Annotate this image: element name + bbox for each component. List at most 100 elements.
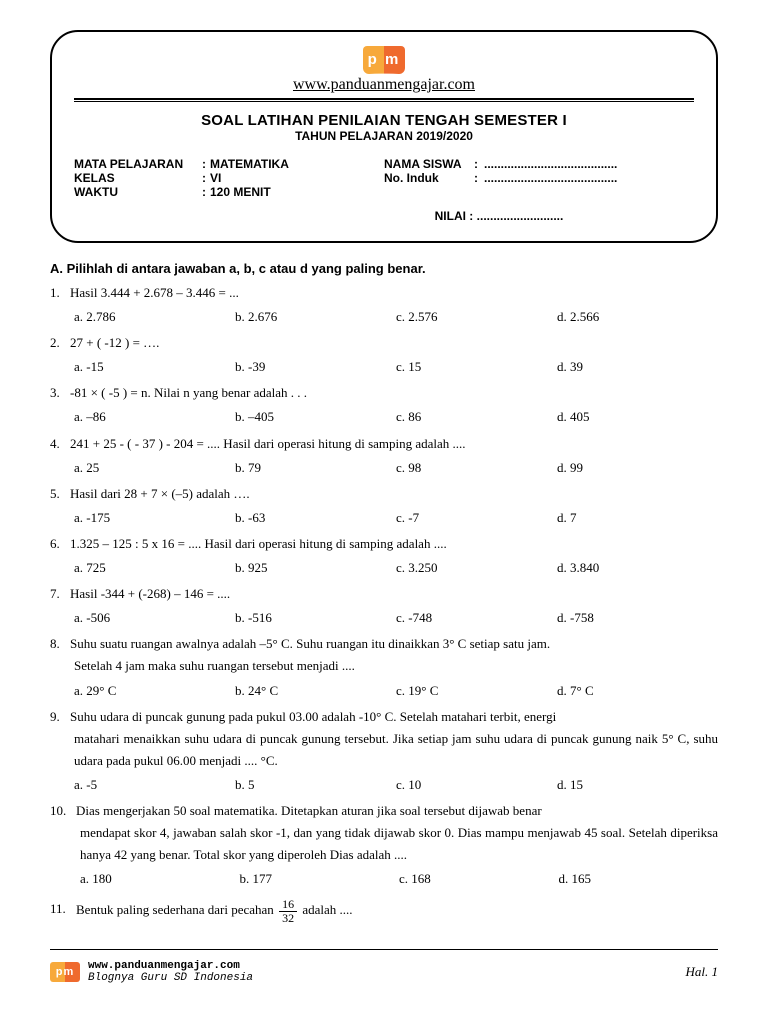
- opt-a: a. 25: [74, 457, 235, 479]
- opt-a: a. -506: [74, 607, 235, 629]
- qbody: matahari menaikkan suhu udara di puncak …: [50, 728, 718, 772]
- fraction: 1632: [279, 898, 297, 924]
- question-11: 11.Bentuk paling sederhana dari pecahan …: [50, 898, 718, 924]
- qtext-post: adalah ....: [299, 902, 352, 917]
- qtext: Bentuk paling sederhana dari pecahan 163…: [76, 902, 352, 917]
- question-7: 7.Hasil -344 + (-268) – 146 = .... a. -5…: [50, 583, 718, 629]
- label-no-induk: No. Induk: [384, 171, 474, 185]
- opt-b: b. -516: [235, 607, 396, 629]
- divider-thick: [74, 98, 694, 100]
- opt-a: a. -15: [74, 356, 235, 378]
- opt-b: b. 79: [235, 457, 396, 479]
- options: a. 25 b. 79 c. 98 d. 99: [50, 457, 718, 479]
- value-kelas: VI: [210, 171, 221, 185]
- qnum: 9.: [50, 706, 70, 728]
- opt-c: c. 98: [396, 457, 557, 479]
- opt-c: c. 10: [396, 774, 557, 796]
- qtext: Dias mengerjakan 50 soal matematika. Dit…: [76, 803, 542, 818]
- label-mata-pelajaran: MATA PELAJARAN: [74, 157, 202, 171]
- page: p m www.panduanmengajar.com SOAL LATIHAN…: [0, 0, 768, 949]
- divider-thin: [74, 101, 694, 102]
- qnum: 5.: [50, 483, 70, 505]
- opt-a: a. 2.786: [74, 306, 235, 328]
- frac-den: 32: [279, 912, 297, 925]
- frac-num: 16: [279, 898, 297, 912]
- opt-d: d. 165: [559, 868, 719, 890]
- opt-c: c. 3.250: [396, 557, 557, 579]
- opt-c: c. -7: [396, 507, 557, 529]
- qtext: Suhu udara di puncak gunung pada pukul 0…: [70, 709, 556, 724]
- opt-b: b. 925: [235, 557, 396, 579]
- info-row-2: KELAS : VI No. Induk : .................…: [74, 171, 694, 185]
- opt-c: c. 168: [399, 868, 559, 890]
- opt-d: d. 15: [557, 774, 718, 796]
- opt-c: c. 19° C: [396, 680, 557, 702]
- opt-a: a. 29° C: [74, 680, 235, 702]
- qtext: Hasil dari 28 + 7 × (–5) adalah ….: [70, 486, 250, 501]
- opt-d: d. 2.566: [557, 306, 718, 328]
- info-row-1: MATA PELAJARAN : MATEMATIKA NAMA SISWA :…: [74, 157, 694, 171]
- opt-b: b. –405: [235, 406, 396, 428]
- opt-a: a. –86: [74, 406, 235, 428]
- title-main: SOAL LATIHAN PENILAIAN TENGAH SEMESTER I: [74, 112, 694, 129]
- opt-b: b. 5: [235, 774, 396, 796]
- info-row-3: WAKTU : 120 MENIT: [74, 185, 694, 199]
- qtext-pre: Bentuk paling sederhana dari pecahan: [76, 902, 277, 917]
- options: a. 725 b. 925 c. 3.250 d. 3.840: [50, 557, 718, 579]
- opt-d: d. 39: [557, 356, 718, 378]
- header-box: p m www.panduanmengajar.com SOAL LATIHAN…: [50, 30, 718, 243]
- opt-d: d. -758: [557, 607, 718, 629]
- qbody: Setelah 4 jam maka suhu ruangan tersebut…: [50, 655, 718, 677]
- footer-divider: [50, 949, 718, 950]
- qtext: Suhu suatu ruangan awalnya adalah –5° C.…: [70, 636, 550, 651]
- opt-d: d. 405: [557, 406, 718, 428]
- qnum: 3.: [50, 382, 70, 404]
- opt-b: b. -63: [235, 507, 396, 529]
- qnum: 6.: [50, 533, 70, 555]
- opt-d: d. 99: [557, 457, 718, 479]
- book-logo-icon: p m: [363, 46, 405, 74]
- value-no-induk: ........................................: [484, 171, 617, 185]
- qnum: 2.: [50, 332, 70, 354]
- value-nama-siswa: ........................................: [484, 157, 617, 171]
- options: a. -15 b. -39 c. 15 d. 39: [50, 356, 718, 378]
- qtext: 1.325 – 125 : 5 x 16 = .... Hasil dari o…: [70, 536, 447, 551]
- opt-a: a. 180: [80, 868, 240, 890]
- site-url: www.panduanmengajar.com: [74, 76, 694, 94]
- qtext: -81 × ( -5 ) = n. Nilai n yang benar ada…: [70, 385, 307, 400]
- question-10: 10.Dias mengerjakan 50 soal matematika. …: [50, 800, 718, 890]
- question-6: 6.1.325 – 125 : 5 x 16 = .... Hasil dari…: [50, 533, 718, 579]
- question-1: 1.Hasil 3.444 + 2.678 – 3.446 = ... a. 2…: [50, 282, 718, 328]
- title-sub: TAHUN PELAJARAN 2019/2020: [74, 129, 694, 143]
- qnum: 4.: [50, 433, 70, 455]
- qnum: 1.: [50, 282, 70, 304]
- question-4: 4.241 + 25 - ( - 37 ) - 204 = .... Hasil…: [50, 433, 718, 479]
- qnum: 8.: [50, 633, 70, 655]
- qnum: 7.: [50, 583, 70, 605]
- label-kelas: KELAS: [74, 171, 202, 185]
- opt-b: b. 2.676: [235, 306, 396, 328]
- label-nilai: NILAI :: [435, 209, 474, 223]
- question-9: 9.Suhu udara di puncak gunung pada pukul…: [50, 706, 718, 796]
- opt-c: c. 2.576: [396, 306, 557, 328]
- value-waktu: 120 MENIT: [210, 185, 271, 199]
- footer-left: pm www.panduanmengajar.com Blognya Guru …: [50, 960, 253, 984]
- footer-tagline: Blognya Guru SD Indonesia: [88, 972, 253, 984]
- opt-d: d. 7° C: [557, 680, 718, 702]
- footer: pm www.panduanmengajar.com Blognya Guru …: [0, 956, 768, 992]
- qtext: Hasil -344 + (-268) – 146 = ....: [70, 586, 230, 601]
- options: a. –86 b. –405 c. 86 d. 405: [50, 406, 718, 428]
- question-8: 8.Suhu suatu ruangan awalnya adalah –5° …: [50, 633, 718, 701]
- opt-a: a. 725: [74, 557, 235, 579]
- question-5: 5.Hasil dari 28 + 7 × (–5) adalah …. a. …: [50, 483, 718, 529]
- options: a. -5 b. 5 c. 10 d. 15: [50, 774, 718, 796]
- value-nilai: ..........................: [477, 209, 564, 223]
- opt-d: d. 7: [557, 507, 718, 529]
- question-2: 2.27 + ( -12 ) = …. a. -15 b. -39 c. 15 …: [50, 332, 718, 378]
- qnum: 10.: [50, 800, 76, 822]
- value-mata-pelajaran: MATEMATIKA: [210, 157, 289, 171]
- opt-a: a. -5: [74, 774, 235, 796]
- options: a. -175 b. -63 c. -7 d. 7: [50, 507, 718, 529]
- opt-c: c. 86: [396, 406, 557, 428]
- label-waktu: WAKTU: [74, 185, 202, 199]
